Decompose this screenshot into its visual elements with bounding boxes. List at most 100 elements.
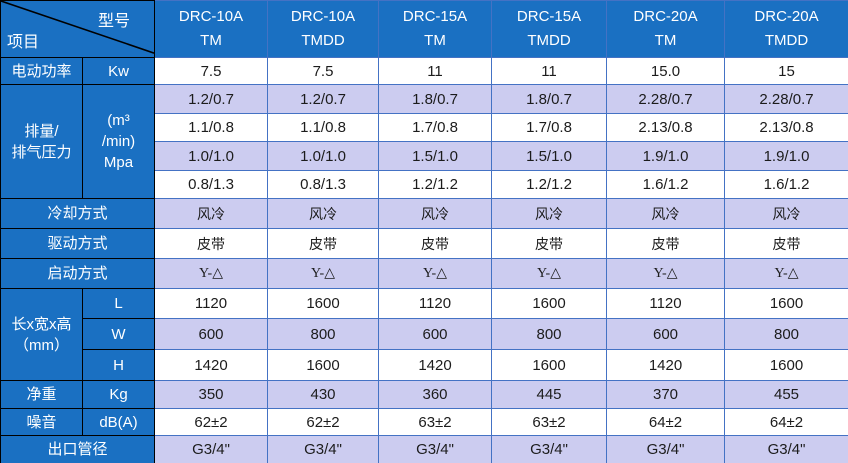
spec-cell: 1.2/0.7 xyxy=(154,84,268,114)
spec-cell: Y-△ xyxy=(154,258,268,289)
spec-cell: 1.6/1.2 xyxy=(724,170,848,199)
corner-model-label: 型号 xyxy=(97,13,130,30)
spec-cell: 1.6/1.2 xyxy=(606,170,725,199)
spec-cell: Y-△ xyxy=(378,258,492,289)
spec-cell: 7.5 xyxy=(154,57,268,85)
row-displacement-1: 排量/ 排气压力 (m³ /min) Mpa 1.2/0.7 1.2/0.7 1… xyxy=(0,84,848,199)
spec-cell: 1120 xyxy=(154,288,268,319)
spec-cell: 370 xyxy=(606,380,725,409)
label-line: 排气压力 xyxy=(11,143,72,161)
spec-cell: 64±2 xyxy=(724,408,848,436)
spec-cell: 430 xyxy=(267,380,379,409)
spec-cell: 风冷 xyxy=(154,198,268,229)
label-line: 长x宽x高 xyxy=(11,315,72,333)
spec-cell: Y-△ xyxy=(606,258,725,289)
spec-cell: 1.9/1.0 xyxy=(606,141,725,171)
spec-cell: 63±2 xyxy=(491,408,607,436)
spec-cell: 800 xyxy=(724,318,848,350)
model-variant: TM xyxy=(424,32,446,49)
spec-cell: 皮带 xyxy=(606,228,725,259)
spec-cell: 1120 xyxy=(606,288,725,319)
model-variant: TMDD xyxy=(527,32,571,49)
spec-cell: 2.13/0.8 xyxy=(724,113,848,142)
spec-cell: 1420 xyxy=(378,349,492,381)
spec-cell: 1.8/0.7 xyxy=(378,84,492,114)
model-variant: TM xyxy=(654,32,677,49)
row-cooling: 冷却方式 风冷 风冷 风冷 风冷 风冷 风冷 xyxy=(0,198,848,229)
unit-label: dB(A) xyxy=(82,408,155,436)
row-dimension-height: H 1420 1600 1420 1600 1420 1600 xyxy=(1,349,848,381)
model-name: DRC-10A xyxy=(178,8,244,25)
spec-cell: 1.5/1.0 xyxy=(491,141,607,171)
label-line: 排量/ xyxy=(24,122,59,140)
row-start-mode: 启动方式 Y-△ Y-△ Y-△ Y-△ Y-△ Y-△ xyxy=(0,258,848,289)
spec-cell: 2.13/0.8 xyxy=(606,113,725,142)
row-label-displacement: 排量/ 排气压力 xyxy=(0,84,83,199)
spec-cell: 风冷 xyxy=(267,198,379,229)
spec-cell: 1.0/1.0 xyxy=(267,141,379,171)
spec-cell: Y-△ xyxy=(491,258,607,289)
spec-cell: 1600 xyxy=(724,349,848,381)
row-label: 电动功率 xyxy=(0,57,83,85)
spec-cell: 1.7/0.8 xyxy=(378,113,492,142)
spec-cell: 皮带 xyxy=(491,228,607,259)
spec-cell: 皮带 xyxy=(378,228,492,259)
spec-cell: 1600 xyxy=(491,349,607,381)
spec-cell: 1.7/0.8 xyxy=(491,113,607,142)
spec-cell: G3/4" xyxy=(267,435,379,463)
row-dimension-length: 长x宽x高 （mm） L 1120 1600 1120 1600 1120 16… xyxy=(0,288,848,381)
unit-line: /min) xyxy=(101,133,136,150)
corner-item-label: 项目 xyxy=(7,34,40,51)
spec-cell: 64±2 xyxy=(606,408,725,436)
spec-cell: 1600 xyxy=(267,349,379,381)
model-name: DRC-20A xyxy=(633,8,698,25)
spec-cell: G3/4" xyxy=(154,435,268,463)
model-name: DRC-10A xyxy=(290,8,356,25)
row-label: 驱动方式 xyxy=(0,228,155,259)
spec-cell: 风冷 xyxy=(724,198,848,229)
spec-cell: 1420 xyxy=(606,349,725,381)
spec-cell: G3/4" xyxy=(378,435,492,463)
spec-cell: G3/4" xyxy=(491,435,607,463)
spec-cell: 风冷 xyxy=(378,198,492,229)
model-variant: TMDD xyxy=(764,32,809,49)
spec-cell: 1.9/1.0 xyxy=(724,141,848,171)
unit-label-displacement: (m³ /min) Mpa xyxy=(82,84,155,199)
spec-cell: 600 xyxy=(154,318,268,350)
spec-cell: 皮带 xyxy=(154,228,268,259)
model-header: DRC-20A TM xyxy=(606,0,725,58)
spec-cell: 皮带 xyxy=(267,228,379,259)
row-displacement-4: 0.8/1.3 0.8/1.3 1.2/1.2 1.2/1.2 1.6/1.2 … xyxy=(1,170,848,199)
spec-cell: G3/4" xyxy=(724,435,848,463)
model-header: DRC-15A TMDD xyxy=(491,0,607,58)
spec-cell: 1.1/0.8 xyxy=(154,113,268,142)
spec-cell: 63±2 xyxy=(378,408,492,436)
row-drive: 驱动方式 皮带 皮带 皮带 皮带 皮带 皮带 xyxy=(0,228,848,259)
spec-cell: 2.28/0.7 xyxy=(606,84,725,114)
spec-cell: 1.2/0.7 xyxy=(267,84,379,114)
row-motor-power: 电动功率 Kw 7.5 7.5 11 11 15.0 15 xyxy=(0,57,848,85)
spec-cell: 0.8/1.3 xyxy=(154,170,268,199)
model-variant: TMDD xyxy=(301,32,345,49)
spec-cell: G3/4" xyxy=(606,435,725,463)
model-name: DRC-15A xyxy=(402,8,468,25)
spec-cell: 15 xyxy=(724,57,848,85)
label-line: （mm） xyxy=(14,336,69,354)
spec-cell: 风冷 xyxy=(606,198,725,229)
unit-label: Kg xyxy=(82,380,155,409)
spec-cell: 350 xyxy=(154,380,268,409)
unit-label: L xyxy=(82,288,155,319)
spec-cell: Y-△ xyxy=(724,258,848,289)
row-label: 启动方式 xyxy=(0,258,155,289)
row-label-dimensions: 长x宽x高 （mm） xyxy=(0,288,83,381)
spec-cell: 皮带 xyxy=(724,228,848,259)
row-label: 出口管径 xyxy=(0,435,155,463)
spec-cell: 600 xyxy=(606,318,725,350)
spec-cell: 1.5/1.0 xyxy=(378,141,492,171)
row-outlet-diameter: 出口管径 G3/4" G3/4" G3/4" G3/4" G3/4" G3/4" xyxy=(0,435,848,463)
unit-label: W xyxy=(82,318,155,350)
unit-label: Kw xyxy=(82,57,155,85)
model-variant: TM xyxy=(200,32,222,49)
row-label: 净重 xyxy=(0,380,83,409)
